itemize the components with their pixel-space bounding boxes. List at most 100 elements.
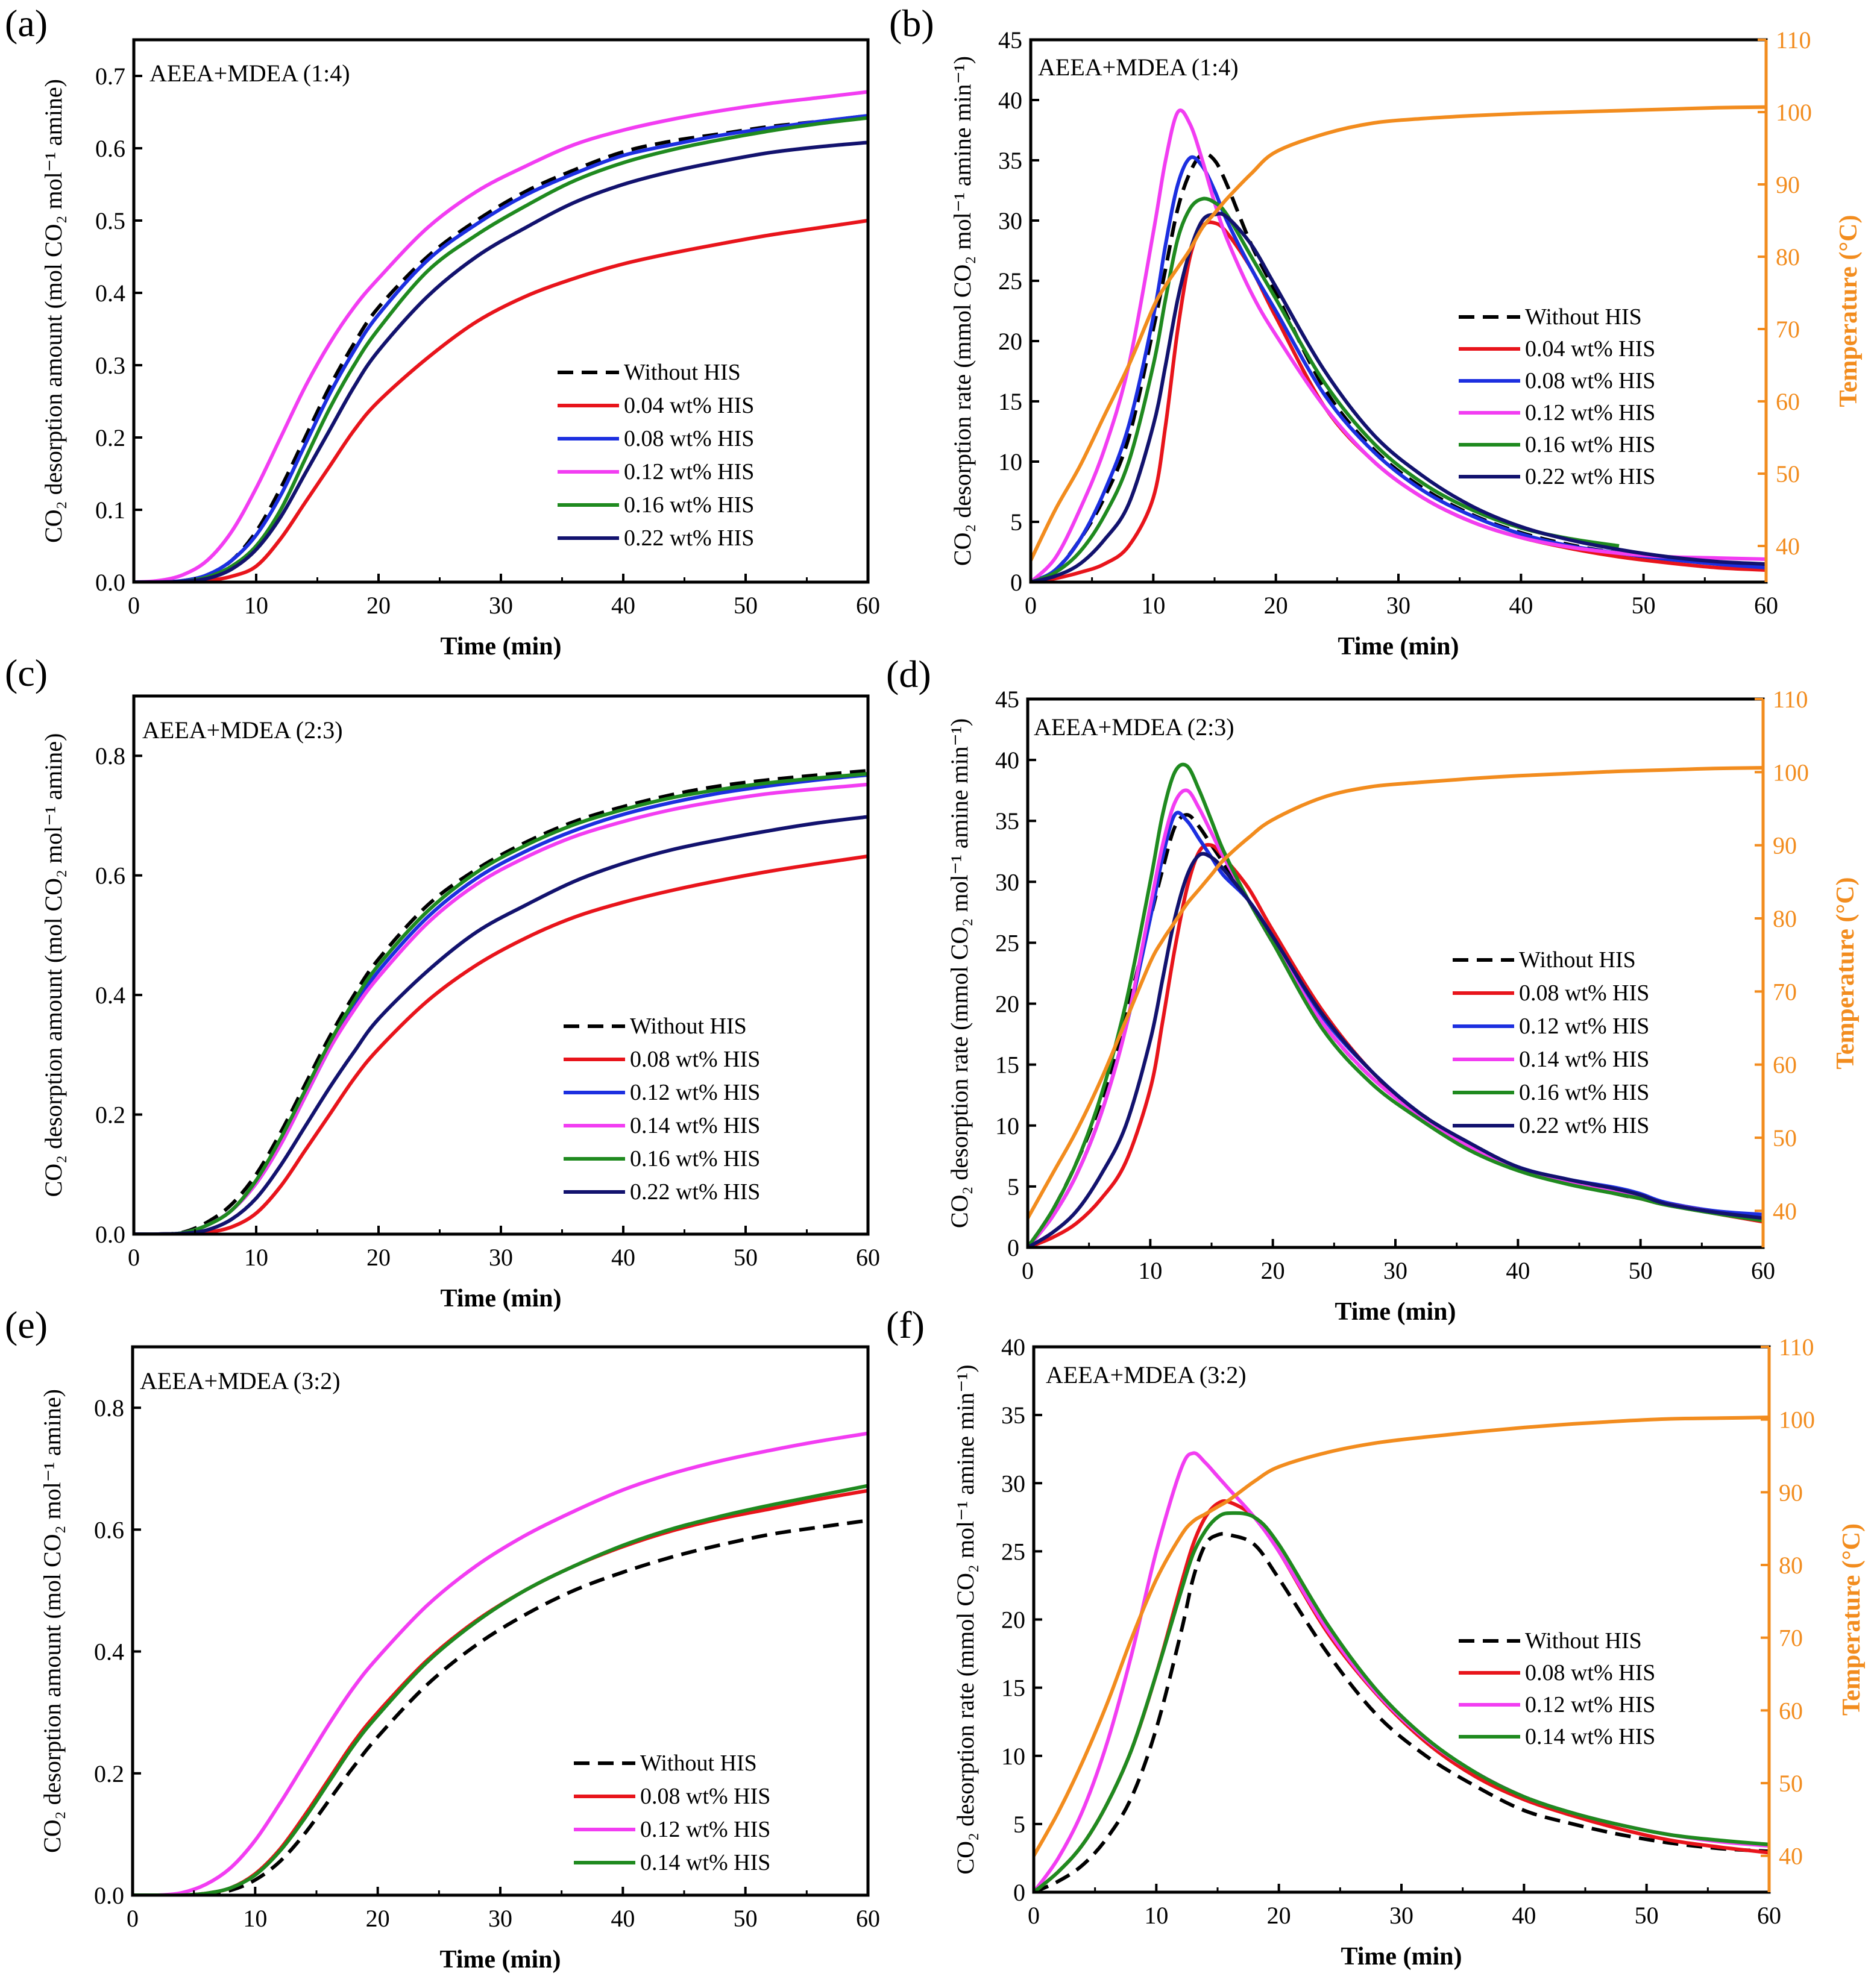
series-line-without-his [1034, 1532, 1769, 1892]
x-tick-label: 30 [1386, 592, 1410, 619]
y-axis-title: CO₂ desorption rate (mmol CO₂ mol⁻¹ amin… [949, 56, 976, 566]
x-tick-label: 40 [611, 592, 635, 619]
x-tick-label: 20 [1261, 1257, 1285, 1284]
chart-subtitle: AEEA+MDEA (2:3) [142, 716, 343, 744]
x-tick-label: 40 [1509, 592, 1533, 619]
y-tick-label: 0.6 [95, 135, 125, 162]
chart-panel-a: (a) 0 10 20 30 40 50 60 0.0 0.1 0.2 0.3 0.4 0.5 0.6 0.7… [5, 2, 880, 660]
y2-tick-label: 110 [1773, 686, 1808, 713]
x-tick-label: 20 [1264, 592, 1288, 619]
series-group [134, 90, 868, 582]
x-tick-label: 30 [1383, 1257, 1407, 1284]
legend: Without HIS 0.04 wt% HIS 0.08 wt% HIS 0.12 … [558, 360, 754, 551]
series-line-0-08-wt-his [1031, 155, 1766, 582]
y-tick-label: 0.8 [95, 742, 125, 770]
y-tick-label: 0.4 [95, 982, 125, 1009]
x-axis-title: Time (min) [1338, 633, 1459, 660]
y2-tick-label: 70 [1779, 1625, 1803, 1652]
legend-label: 0.22 wt% HIS [1519, 1113, 1649, 1138]
y2-tick-label: 50 [1773, 1124, 1797, 1152]
y2-tick-label: 50 [1779, 1770, 1803, 1797]
x-tick-label: 50 [1629, 1257, 1653, 1284]
y2-tick-label: 80 [1773, 905, 1797, 932]
y-tick-label: 10 [1001, 1743, 1025, 1770]
legend: Without HIS 0.08 wt% HIS 0.12 wt% HIS 0.14 … [1459, 1628, 1655, 1749]
x-axis-title: Time (min) [440, 633, 561, 660]
series-line-0-22-wt-his [1028, 851, 1763, 1247]
plot-frame [131, 1345, 870, 1897]
x-tick-label: 50 [734, 1244, 758, 1271]
legend-label: 0.22 wt% HIS [624, 525, 754, 551]
x-tick-label: 50 [734, 592, 758, 619]
x-axis-title: Time (min) [440, 1285, 561, 1312]
legend-label: 0.22 wt% HIS [630, 1179, 760, 1205]
legend-label: 0.12 wt% HIS [624, 459, 754, 484]
series-line-temperature [1031, 105, 1766, 562]
y-tick-label: 15 [998, 388, 1022, 415]
legend: Without HIS 0.04 wt% HIS 0.08 wt% HIS 0.12 … [1459, 304, 1655, 489]
x-tick-label: 0 [127, 1905, 139, 1932]
y-tick-label: 25 [1001, 1538, 1025, 1565]
x-tick-label: 40 [611, 1244, 635, 1271]
y-tick-label: 0.0 [95, 569, 125, 596]
legend: Without HIS 0.08 wt% HIS 0.12 wt% HIS 0.14 … [1453, 947, 1649, 1138]
plot-frame [1032, 1345, 1771, 1894]
y-tick-label: 0.5 [95, 207, 125, 234]
x-tick-label: 20 [1267, 1902, 1291, 1929]
x-tick-label: 60 [1757, 1902, 1781, 1929]
y-tick-label: 0.6 [95, 862, 125, 889]
legend-label: 0.14 wt% HIS [1525, 1724, 1655, 1749]
legend-label: 0.04 wt% HIS [624, 393, 754, 418]
y-tick-label: 0.4 [95, 280, 125, 307]
plot-frame [132, 38, 870, 584]
series-line-0-12-wt-his [1028, 811, 1763, 1247]
legend-label: 0.14 wt% HIS [640, 1850, 770, 1875]
series-line-0-08-wt-his [1028, 842, 1763, 1247]
y2-tick-label: 60 [1773, 1052, 1797, 1079]
series-line-0-16-wt-his [134, 116, 868, 582]
legend-label: 0.04 wt% HIS [1525, 336, 1655, 362]
y2-tick-label: 40 [1779, 1843, 1803, 1870]
series-line-0-08-wt-his [134, 114, 868, 582]
chart-subtitle: AEEA+MDEA (3:2) [1046, 1361, 1247, 1388]
y-tick-label: 0.1 [95, 497, 125, 524]
legend-label: Without HIS [624, 360, 741, 385]
chart-panel-f: (f) 0 10 20 30 40 50 60 0 5 10 15 20 25 30 35 40 40 50 60 70… [886, 1303, 1866, 1971]
y2-tick-label: 110 [1776, 27, 1811, 54]
y-tick-label: 0.2 [94, 1760, 124, 1787]
series-line-0-12-wt-his [133, 1431, 868, 1895]
series-line-0-22-wt-his [1031, 212, 1766, 582]
y2-tick-label: 90 [1773, 832, 1797, 859]
legend-label: 0.16 wt% HIS [1519, 1080, 1649, 1105]
y2-axis-title: Temperature (°C) [1832, 877, 1860, 1070]
x-axis-title: Time (min) [1335, 1298, 1456, 1326]
series-group [133, 1431, 868, 1895]
x-tick-label: 10 [1138, 1257, 1162, 1284]
y2-tick-label: 70 [1773, 978, 1797, 1005]
y-tick-label: 30 [995, 868, 1019, 895]
y2-tick-label: 110 [1779, 1334, 1814, 1361]
chart-panel-d: (d) 0 10 20 30 40 50 60 0 5 10 15 20 25 30 35 40 45 40 50 60… [886, 653, 1860, 1326]
series-line-0-16-wt-his [134, 772, 868, 1234]
x-tick-label: 0 [1022, 1257, 1034, 1284]
x-tick-label: 10 [1144, 1902, 1168, 1929]
y-axis-title: CO₂ desorption amount (mol CO₂ mol⁻¹ ami… [40, 733, 67, 1197]
x-tick-label: 30 [1389, 1902, 1413, 1929]
legend-label: Without HIS [630, 1014, 747, 1039]
y-tick-label: 35 [998, 147, 1022, 174]
series-line-without-his [134, 769, 868, 1234]
x-tick-label: 0 [128, 592, 140, 619]
x-tick-label: 50 [1632, 592, 1656, 619]
x-tick-label: 30 [489, 592, 513, 619]
series-line-0-22-wt-his [134, 815, 868, 1234]
y-tick-label: 0 [1010, 569, 1022, 596]
x-tick-label: 0 [1028, 1902, 1040, 1929]
legend-label: 0.08 wt% HIS [630, 1047, 760, 1072]
x-tick-label: 60 [856, 1244, 880, 1271]
chart-subtitle: AEEA+MDEA (1:4) [1038, 54, 1239, 81]
legend-label: 0.16 wt% HIS [1525, 432, 1655, 457]
legend-label: Without HIS [1519, 947, 1636, 973]
legend-label: 0.14 wt% HIS [630, 1113, 760, 1138]
y-tick-label: 0 [1013, 1879, 1025, 1906]
y-tick-label: 15 [995, 1052, 1019, 1079]
